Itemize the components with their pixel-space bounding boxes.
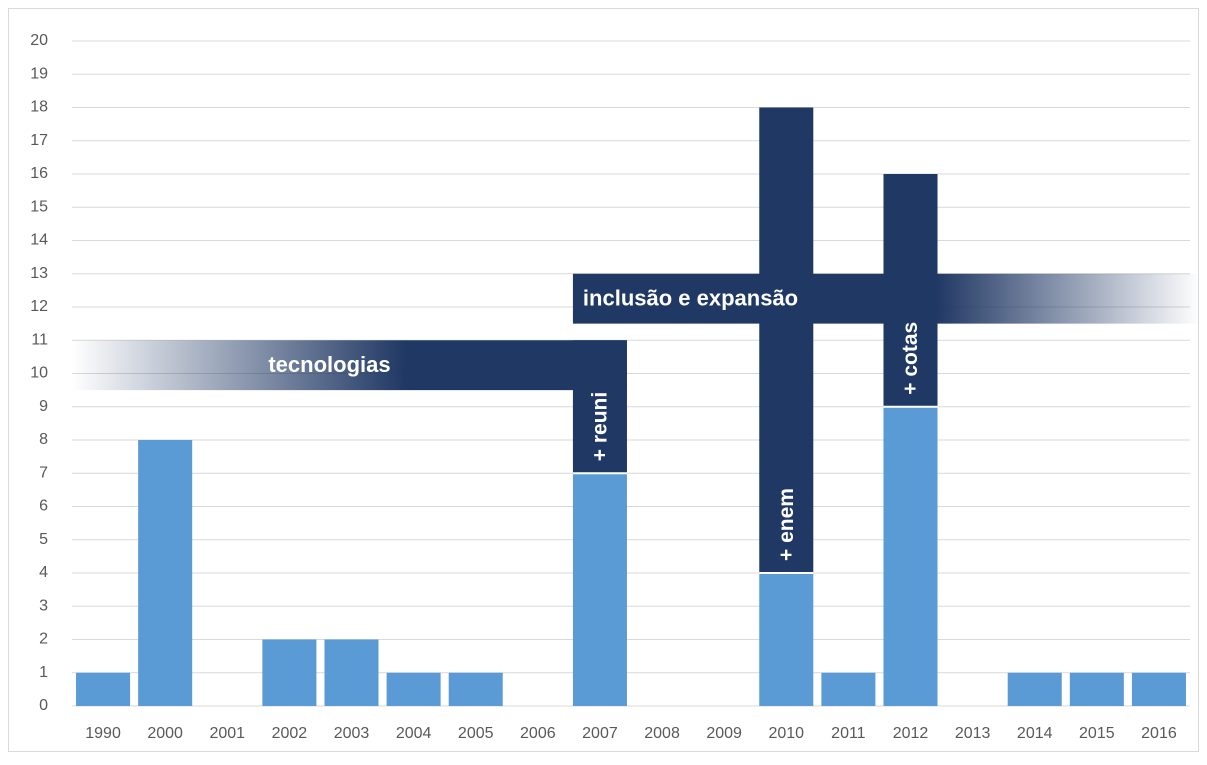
bar (1007, 672, 1062, 706)
bar (138, 440, 193, 706)
y-tick-label: 16 (30, 165, 48, 182)
y-tick-label: 13 (30, 265, 48, 282)
y-tick-label: 6 (39, 498, 48, 515)
x-tick-label: 2014 (1017, 725, 1053, 742)
x-tick-label: 2011 (831, 725, 866, 742)
y-tick-label: 19 (30, 65, 48, 82)
period-label: inclusão e expansão (583, 286, 798, 311)
x-tick-label: 2001 (209, 725, 245, 742)
y-tick-label: 0 (39, 697, 48, 714)
bar (324, 639, 379, 706)
bar (448, 672, 503, 706)
x-tick-label: 1990 (85, 725, 121, 742)
y-tick-label: 9 (39, 398, 48, 415)
bar (821, 672, 876, 706)
bar (1069, 672, 1124, 706)
x-tick-label: 2015 (1079, 725, 1115, 742)
period-label: tecnologias (268, 352, 390, 377)
bar (572, 473, 627, 706)
bar (572, 340, 627, 474)
bar (883, 174, 938, 407)
x-tick-label: 2009 (706, 725, 742, 742)
bar (759, 573, 814, 706)
period-band (72, 340, 627, 391)
x-tick-label: 2000 (147, 725, 183, 742)
y-tick-label: 5 (39, 531, 48, 548)
y-tick-label: 20 (30, 32, 48, 49)
y-tick-label: 17 (30, 132, 48, 149)
y-tick-label: 18 (30, 99, 48, 116)
x-tick-label: 2016 (1141, 725, 1177, 742)
x-tick-label: 2005 (458, 725, 494, 742)
bar (386, 672, 441, 706)
y-tick-label: 3 (39, 597, 48, 614)
y-tick-label: 4 (39, 564, 48, 581)
segment-label: + reuni (588, 392, 611, 461)
x-tick-label: 2012 (893, 725, 929, 742)
bar (759, 107, 814, 573)
segment-label: + cotas (899, 322, 922, 395)
x-tick-label: 2008 (644, 725, 680, 742)
x-tick-label: 2013 (955, 725, 991, 742)
y-tick-label: 10 (30, 365, 48, 382)
segment-label: + enem (775, 488, 798, 561)
y-tick-label: 12 (30, 298, 48, 315)
x-tick-label: 2010 (768, 725, 804, 742)
y-tick-label: 2 (39, 631, 48, 648)
y-tick-label: 15 (30, 198, 48, 215)
bar (1131, 672, 1186, 706)
bar (883, 406, 938, 706)
y-tick-label: 14 (30, 232, 48, 249)
bar (262, 639, 317, 706)
y-tick-label: 8 (39, 431, 48, 448)
y-tick-label: 7 (39, 464, 48, 481)
y-tick-label: 1 (39, 664, 48, 681)
x-tick-label: 2006 (520, 725, 556, 742)
x-tick-label: 2004 (396, 725, 432, 742)
y-tick-label: 11 (31, 331, 48, 348)
x-tick-label: 2003 (334, 725, 370, 742)
x-tick-label: 2007 (582, 725, 618, 742)
bar (76, 672, 131, 706)
x-tick-label: 2002 (272, 725, 308, 742)
